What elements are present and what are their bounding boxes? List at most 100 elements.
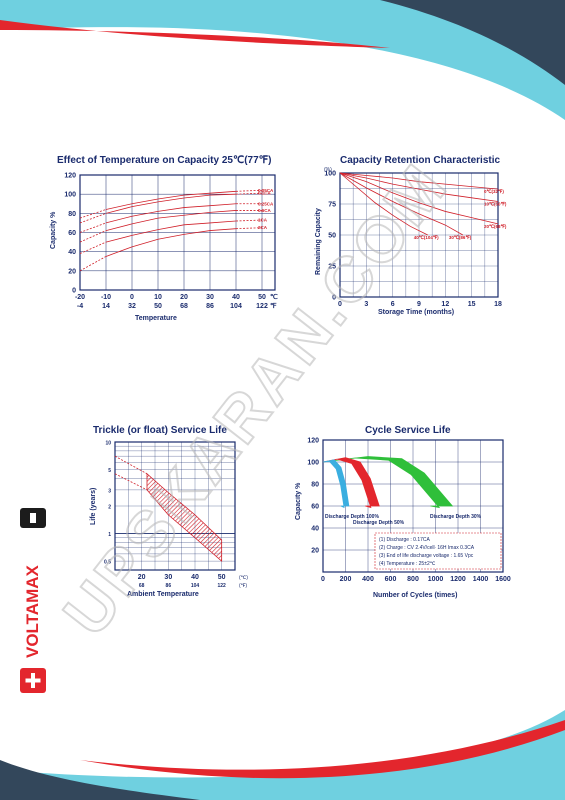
chart1-xunit-c: ℃ [270, 293, 278, 301]
chart1-series-line [105, 210, 237, 231]
chart4-title: Cycle Service Life [365, 425, 451, 436]
chart4-xtick: 400 [362, 576, 374, 583]
chart2-xtick: 15 [468, 301, 476, 308]
chart1-xlabel: Temperature [135, 315, 177, 322]
chart2-series-line [339, 172, 464, 236]
chart1-series-line [105, 228, 237, 257]
chart3-dashed-lower [114, 473, 148, 491]
chart2-xtick: 12 [441, 301, 449, 308]
chart1-ticks: -20 -4 -10 14 0 32 10 50 20 68 30 86 40 104 50 122℃℉ 0 20… [64, 173, 278, 311]
chart2-xtick: 9 [417, 301, 421, 308]
chart1-series-line [105, 190, 237, 210]
chart1-ytick: 100 [64, 192, 76, 199]
chart3-xunit-f: (℉) [239, 583, 247, 589]
chart1-series-dash [79, 230, 107, 243]
chart4-ytick: 40 [311, 526, 319, 533]
chart1-series-label: 0.6CA [258, 208, 272, 213]
chart1-ytick: 120 [64, 173, 76, 180]
chart1-ytick: 40 [68, 249, 76, 256]
chart1-xtick-c: 10 [154, 294, 162, 301]
chart4-ytick: 20 [311, 548, 319, 555]
chart3-ytick: 10 [105, 441, 111, 447]
bottom-dark-swoosh [0, 760, 200, 800]
chart1-series-dash [79, 209, 107, 219]
chart4-xtick: 1600 [495, 576, 511, 583]
chart4-note: (4) Temperature : 25±2℃ [379, 561, 436, 567]
chart4-xlabel: Number of Cycles (times) [373, 592, 457, 599]
brand-logo: VOLTAMAX [20, 508, 46, 693]
brand-logo-graphic: VOLTAMAX [20, 508, 46, 693]
chart-cycle-life: Cycle Service Life Discharge Depth 100% D… [295, 425, 511, 599]
chart4-xtick: 1200 [450, 576, 466, 583]
chart2-series-line [339, 172, 499, 225]
chart3-xtick-c: 20 [138, 574, 146, 581]
chart3-xunit-c: (℃) [239, 575, 248, 581]
chart1-ytick: 80 [68, 211, 76, 218]
chart3-band [114, 455, 223, 563]
chart3-ytick: 0.5 [104, 560, 111, 566]
chart4-ylabel: Capacity % [295, 482, 302, 520]
chart3-ytick: 1 [108, 532, 111, 538]
chart4-ytick: 100 [307, 460, 319, 467]
chart3-ytick: 3 [108, 488, 111, 494]
chart4-series-label: Discharge Depth 30% [430, 514, 482, 520]
chart3-xtick-f: 86 [166, 583, 172, 589]
chart4-xtick: 200 [340, 576, 352, 583]
chart3-xtick-c: 50 [218, 574, 226, 581]
chart3-life-band [146, 472, 223, 563]
chart3-title: Trickle (or float) Service Life [93, 425, 227, 436]
chart1-series-dash [79, 222, 107, 233]
chart3-ytick: 2 [108, 505, 111, 511]
chart4-ytick: 80 [311, 482, 319, 489]
top-red-swoosh [0, 20, 390, 48]
chart2-xtick: 3 [364, 301, 368, 308]
bottom-teal-swoosh [0, 710, 565, 800]
chart2-lines: 0℃(32℉) 10℃(50℉) 20℃(68℉) 30℃(86℉) 40℃(104℉) [339, 172, 507, 240]
chart4-note: (3) End of life discharge voltage : 1.65… [379, 553, 474, 559]
chart1-series-label: 0.25CA [258, 201, 274, 206]
chart2-series-label: 40℃(104℉) [414, 234, 439, 240]
top-teal-swoosh [0, 0, 565, 120]
chart1-xtick-f: 104 [230, 303, 242, 310]
chart1-series-dash [79, 212, 107, 224]
chart-temperature-capacity: Effect of Temperature on Capacity 25℃(77… [50, 155, 278, 322]
chart2-series-label: 10℃(50℉) [484, 201, 507, 207]
chart2-series-line [339, 172, 499, 202]
chart-trickle-life: Trickle (or float) Service Life 20 68 30 86… [90, 425, 248, 598]
chart1-ytick: 60 [68, 230, 76, 237]
chart1-ylabel: Capacity % [50, 211, 57, 249]
chart3-xtick-c: 30 [164, 574, 172, 581]
chart3-ytick: 5 [108, 468, 111, 474]
chart2-ytick: 50 [328, 233, 336, 240]
chart4-notes: (1) Discharge : 0.17CA (2) Charge : CV 2.… [374, 532, 502, 570]
chart3-xtick-f: 122 [217, 583, 226, 589]
chart4-note: (1) Discharge : 0.17CA [379, 537, 431, 543]
chart1-xtick-c: 50 [258, 294, 266, 301]
chart1-xtick-c: 0 [130, 294, 134, 301]
chart4-series-label: Discharge Depth 100% [325, 514, 379, 520]
chart2-series-label: 20℃(68℉) [484, 223, 507, 229]
chart1-ytick: 20 [68, 268, 76, 275]
chart2-grid [339, 172, 499, 298]
chart4-ticks: 0 200 400 600 800 1000 1200 1400 1600 20 40 60 80 100… [307, 438, 511, 584]
chart4-ytick: 60 [311, 504, 319, 511]
chart2-ylabel: Remaining Capacity [315, 208, 322, 275]
chart1-series-line [105, 220, 237, 243]
chart1-series-tail [235, 219, 263, 222]
chart4-xtick: 0 [321, 576, 325, 583]
chart2-ytick: 25 [328, 264, 336, 271]
chart2-ticks: 0 3 6 9 12 15 18 0 25 50 75 100 [324, 171, 502, 309]
chart3-xtick-f: 68 [139, 583, 145, 589]
chart1-series-line [105, 193, 237, 214]
chart4-notes-box [374, 532, 502, 570]
chart3-ticks: 20 68 30 86 40 104 50 122 (℃) (℉) 10 5 3 2 1 0.5 [104, 441, 248, 590]
chart2-ytick: 100 [324, 171, 336, 178]
chart4-note: (2) Charge : CV 2.4V/cell∙ 16H Imax 0.3C… [379, 545, 475, 551]
chart3-dashed-upper [114, 455, 148, 475]
chart4-xtick: 800 [407, 576, 419, 583]
chart2-series-label: 0℃(32℉) [484, 188, 504, 194]
chart2-ytick: 0 [332, 295, 336, 302]
chart2-xtick: 18 [494, 301, 502, 308]
chart4-series-area [322, 457, 380, 509]
